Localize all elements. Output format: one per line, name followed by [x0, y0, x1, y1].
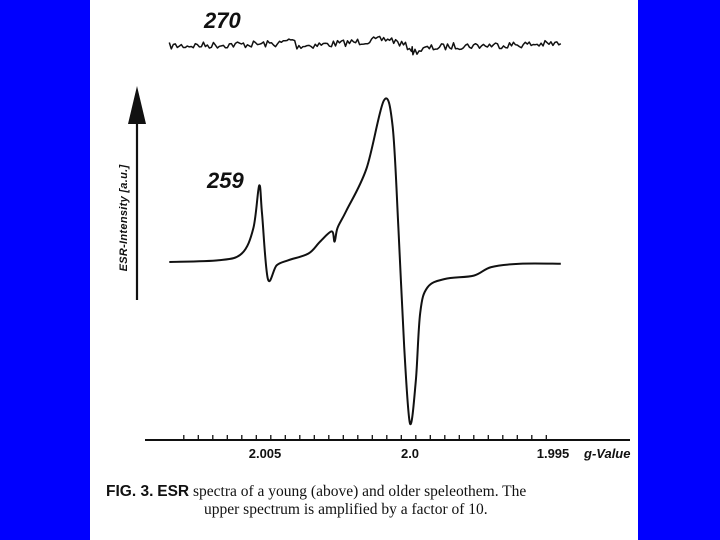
- series-layer: [168, 35, 562, 426]
- y-axis-arrowhead: [128, 86, 146, 124]
- caption-line-2: upper spectrum is amplified by a factor …: [204, 501, 488, 518]
- y-axis-label: ESR-Intensity [a.u.]: [118, 164, 130, 272]
- series-label-lower: 259: [207, 168, 244, 193]
- caption-emphasis: ESR: [157, 483, 190, 500]
- caption-text: spectra of a young (above) and older spe…: [189, 483, 527, 500]
- x-axis-label: g-Value: [584, 446, 631, 461]
- series-label-upper: 270: [204, 8, 241, 33]
- x-tick-label: 1.995: [536, 446, 570, 461]
- x-axis-ticks: [183, 435, 547, 440]
- caption-line-1: FIG. 3. ESR spectra of a young (above) a…: [106, 483, 636, 501]
- series-line-259: [169, 97, 561, 426]
- x-tick-label: 2.005: [248, 446, 282, 461]
- figure-caption: FIG. 3. ESR spectra of a young (above) a…: [106, 483, 636, 519]
- x-tick-label: 2.0: [400, 446, 420, 461]
- caption-fig-label: FIG. 3.: [106, 483, 154, 500]
- series-line-270: [168, 35, 562, 56]
- figure-panel: [90, 0, 638, 540]
